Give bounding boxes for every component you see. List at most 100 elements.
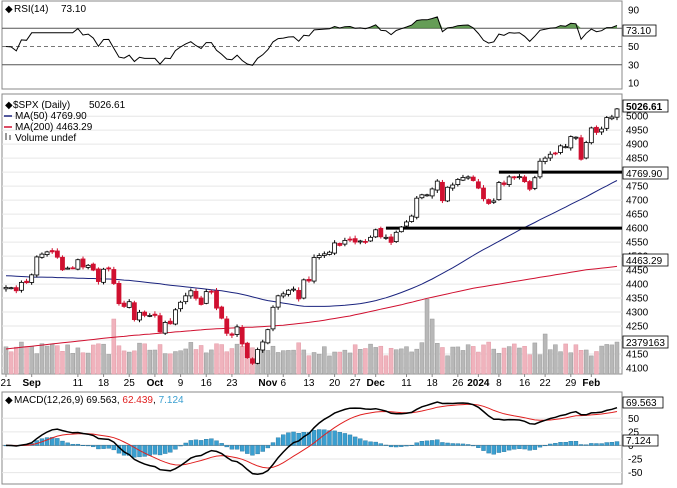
volume-bar — [70, 353, 75, 375]
macd-hist-bar — [476, 445, 481, 448]
volume-bar — [209, 349, 214, 375]
volume-bar — [578, 350, 584, 375]
macd-tag: 69.563 — [626, 398, 657, 409]
macd-hist-bar — [152, 445, 158, 455]
rsi-diamond-icon: ◆ — [5, 4, 13, 15]
ma50-tag: 4769.90 — [626, 169, 663, 180]
volume-bar — [573, 344, 579, 375]
candle-body — [106, 267, 112, 270]
volume-bar — [548, 349, 553, 375]
macd-hist-bar — [260, 445, 265, 452]
macd-hist-bar — [188, 440, 194, 446]
macd-hist-bar — [594, 443, 599, 446]
price-tick: 4400 — [626, 280, 649, 291]
macd-hist-bar — [471, 445, 476, 447]
candle-body — [347, 238, 353, 241]
volume-bar — [383, 355, 389, 375]
candle-body — [588, 127, 594, 144]
macd-hist-bar — [440, 442, 445, 446]
candle-body — [126, 301, 132, 308]
macd-hist-bar — [204, 439, 209, 446]
macd-hist-bar — [85, 445, 91, 447]
candle-body — [475, 181, 481, 189]
macd-hist-bar — [460, 443, 466, 446]
volume-bar — [157, 344, 163, 375]
macd-hist-bar — [183, 442, 188, 446]
candle-body — [203, 291, 209, 304]
volume-bar — [470, 346, 476, 375]
macd-hist-bar — [173, 445, 178, 450]
macd-tick: 50 — [628, 414, 640, 425]
volume-bar — [219, 344, 224, 375]
candle-body — [229, 333, 235, 336]
macd-hist-bar — [573, 441, 579, 446]
macd-legend: MACD(12,26,9) 69.563, 62.439, 7.124 — [14, 395, 184, 406]
macd-hist-bar — [455, 443, 461, 446]
rsi-value: 73.10 — [61, 4, 86, 15]
volume-bar — [8, 351, 14, 375]
x-tick-label: 11 — [73, 378, 84, 389]
volume-bar — [116, 345, 122, 375]
volume-bar — [455, 346, 461, 375]
volume-bar — [393, 349, 399, 375]
volume-bar — [460, 350, 466, 375]
volume-bar — [111, 318, 117, 375]
macd-hist-bar — [347, 434, 353, 446]
x-tick-label: 22 — [540, 378, 552, 389]
last-price-tag-box — [622, 99, 669, 113]
volume-bar — [234, 343, 240, 375]
volume-bar — [322, 346, 327, 375]
volume-tag-box — [622, 335, 669, 349]
macd-hist-bar — [614, 441, 620, 446]
candle-body — [450, 184, 456, 189]
candle-body — [291, 288, 296, 291]
ma50-legend: MA(50) 4769.90 — [15, 111, 87, 122]
macd-hist-bar — [399, 445, 404, 447]
macd-panel: 50 25 0 -25 -50 ◆ MACD(12,26,9) 69.563, 62.4… — [1, 391, 664, 485]
macd-hist-bar — [214, 440, 219, 446]
x-tick-label: Sep — [23, 378, 41, 389]
candle-body — [337, 243, 343, 246]
candle-body — [357, 240, 363, 243]
macd-tick: -50 — [628, 468, 643, 479]
macd-hist-bar — [157, 445, 163, 456]
volume-bar — [501, 347, 507, 375]
volume-bar — [553, 344, 558, 375]
x-tick-label: 9 — [178, 378, 184, 389]
volume-bar — [281, 350, 286, 375]
price-tick: 4300 — [626, 308, 649, 319]
candle-body — [183, 295, 189, 303]
macd-hist-bar — [65, 442, 70, 446]
volume-bar — [296, 342, 301, 375]
candle-body — [465, 176, 471, 179]
volume-bar — [352, 344, 358, 375]
macd-hist-bar — [178, 445, 183, 447]
candle-body — [75, 259, 81, 270]
candle-body — [275, 295, 281, 308]
x-tick-label: 16 — [201, 378, 213, 389]
candle-body — [594, 126, 599, 133]
volume-bar — [419, 342, 425, 375]
volume-bar — [286, 350, 291, 375]
candle-body — [491, 200, 497, 203]
macd-hist-bar — [270, 442, 276, 446]
candle-body — [419, 194, 425, 199]
macd-hist-bar — [501, 445, 507, 452]
candle-body — [224, 318, 230, 334]
volume-bar — [435, 343, 440, 375]
rsi-line — [5, 16, 618, 66]
volume-bar — [491, 348, 497, 375]
candle-body — [388, 236, 394, 243]
volume-bar — [39, 343, 45, 375]
candle-body — [3, 287, 9, 290]
volume-bar — [60, 351, 65, 375]
candle-body — [96, 268, 101, 282]
volume-bar — [424, 298, 430, 375]
macd-hist-bar — [209, 438, 214, 446]
macd-hist-bar — [388, 445, 394, 448]
candle-body — [260, 341, 266, 351]
candle-body — [604, 117, 610, 129]
macd-hist-bar — [414, 442, 419, 446]
volume-bar — [306, 355, 312, 375]
volume-bar — [178, 350, 183, 375]
